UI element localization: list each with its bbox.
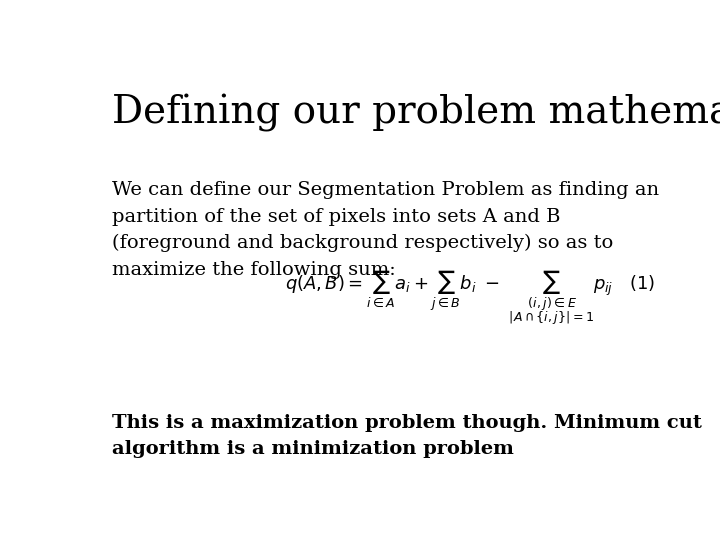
Text: We can define our Segmentation Problem as finding an
partition of the set of pix: We can define our Segmentation Problem a… <box>112 181 660 279</box>
Text: Defining our problem mathematically: Defining our problem mathematically <box>112 94 720 132</box>
Text: $q(A, B) = \sum_{i \in A} a_i + \sum_{j \in B} b_i\ -\ \sum_{\substack{(i,j)\in : $q(A, B) = \sum_{i \in A} a_i + \sum_{j … <box>285 268 656 327</box>
Text: This is a maximization problem though. Minimum cut
algorithm is a minimization p: This is a maximization problem though. M… <box>112 414 702 458</box>
